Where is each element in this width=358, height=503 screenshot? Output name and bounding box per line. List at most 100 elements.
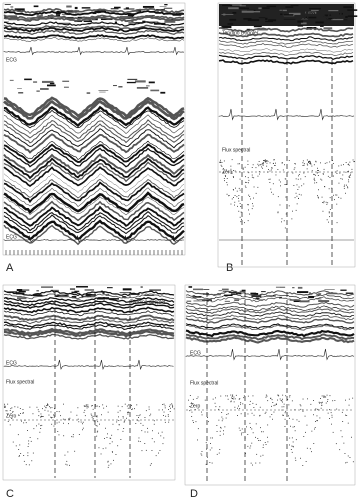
spectral-dot: [336, 170, 338, 172]
spectral-dot: [294, 163, 296, 165]
echo-texture: [49, 82, 55, 85]
spectral-dot: [112, 423, 114, 425]
spectral-dot: [117, 445, 119, 447]
spectral-dot: [86, 407, 88, 409]
spectral-dot: [238, 187, 240, 189]
spectral-dot: [313, 174, 315, 176]
spectral-dot: [141, 430, 143, 432]
spectral-dot: [234, 204, 235, 206]
spectral-dot: [196, 398, 198, 399]
echo-texture: [241, 10, 254, 13]
spectral-dot: [216, 431, 218, 432]
spectral-dot: [10, 413, 12, 414]
panel-label: A: [6, 262, 14, 274]
spectral-dot: [85, 404, 87, 406]
spectral-dot: [246, 426, 247, 428]
spectral-dot: [132, 408, 133, 410]
spectral-dot: [343, 164, 344, 166]
annotation: Mᵐ BAR: [300, 10, 342, 22]
spectral-dot: [232, 176, 234, 177]
spectral-dot: [313, 179, 315, 180]
echo-stripe: [3, 29, 185, 36]
echo-stripe: [3, 191, 185, 214]
echo-stripe: [185, 305, 355, 312]
spectral-dot: [289, 396, 291, 398]
echo-texture: [326, 292, 338, 295]
spectral-dot: [109, 437, 111, 439]
spectral-dot: [218, 452, 220, 454]
spectral-dot: [96, 435, 98, 437]
spectral-dot: [331, 414, 333, 416]
spectral-dot: [123, 420, 125, 422]
ecg-trace: [3, 359, 174, 371]
echo-texture: [297, 286, 303, 289]
spectral-dot: [255, 436, 256, 438]
spectral-dot: [273, 162, 274, 164]
spectral-dot: [320, 407, 322, 409]
spectral-dot: [292, 445, 294, 447]
spectral-dot: [259, 462, 261, 464]
spectral-dot: [226, 178, 228, 179]
spectral-dot: [308, 162, 309, 163]
spectral-dot: [336, 222, 338, 224]
spectral-dot: [17, 406, 19, 408]
echo-stripe: [185, 307, 355, 314]
spectral-dot: [104, 438, 105, 439]
spectral-dot: [291, 451, 293, 453]
echo-stripe: [218, 39, 354, 45]
echo-texture: [153, 22, 166, 25]
echo-texture: [144, 295, 155, 296]
spectral-dot: [223, 160, 225, 162]
echo-texture: [164, 20, 176, 23]
spectral-dot: [150, 463, 152, 465]
spectral-dot: [272, 402, 274, 403]
spectral-dot: [294, 167, 296, 169]
spectral-dot: [240, 206, 242, 207]
echo-texture: [159, 6, 167, 7]
spectral-dot: [12, 441, 14, 443]
spectral-dot: [219, 430, 221, 432]
spectral-dot: [47, 404, 49, 406]
spectral-dot: [40, 428, 42, 429]
spectral-dot: [224, 175, 226, 176]
echo-stripe: [185, 289, 355, 297]
echo-texture: [280, 286, 286, 288]
echo-texture: [318, 300, 330, 302]
spectral-dot: [320, 398, 321, 399]
spectral-dot: [261, 431, 262, 433]
echo-texture: [146, 85, 150, 87]
spectral-dot: [84, 405, 85, 407]
spectral-dot: [22, 413, 24, 414]
spectral-dot: [279, 398, 281, 400]
spectral-dot: [102, 448, 104, 450]
spectral-dot: [273, 411, 275, 413]
spectral-dot: [289, 417, 290, 419]
spectral-dot: [189, 395, 191, 396]
echo-stripe: [218, 59, 354, 65]
echo-texture: [266, 5, 277, 8]
echo-texture: [221, 13, 234, 15]
spectral-dot: [244, 185, 246, 187]
spectral-dot: [277, 169, 279, 170]
spectral-dot: [328, 212, 330, 214]
spectral-dot: [347, 171, 349, 172]
echo-texture: [345, 292, 354, 294]
spectral-dot: [282, 398, 283, 400]
echo-texture: [203, 289, 210, 290]
spectral-dot: [226, 184, 228, 186]
echo-texture: [300, 22, 307, 25]
echo-texture: [74, 20, 83, 23]
spectral-dot: [325, 396, 327, 398]
spectral-dot: [252, 203, 253, 205]
spectral-dot: [134, 408, 135, 410]
echo-texture: [297, 291, 309, 294]
echo-texture: [253, 25, 262, 28]
spectral-dot: [281, 409, 283, 411]
spectral-dot: [313, 414, 314, 416]
echo-texture: [292, 287, 295, 289]
spectral-dot: [265, 161, 267, 162]
panel-label: B: [226, 262, 233, 274]
echo-stripe: [3, 181, 185, 204]
spectral-dot: [150, 413, 152, 415]
